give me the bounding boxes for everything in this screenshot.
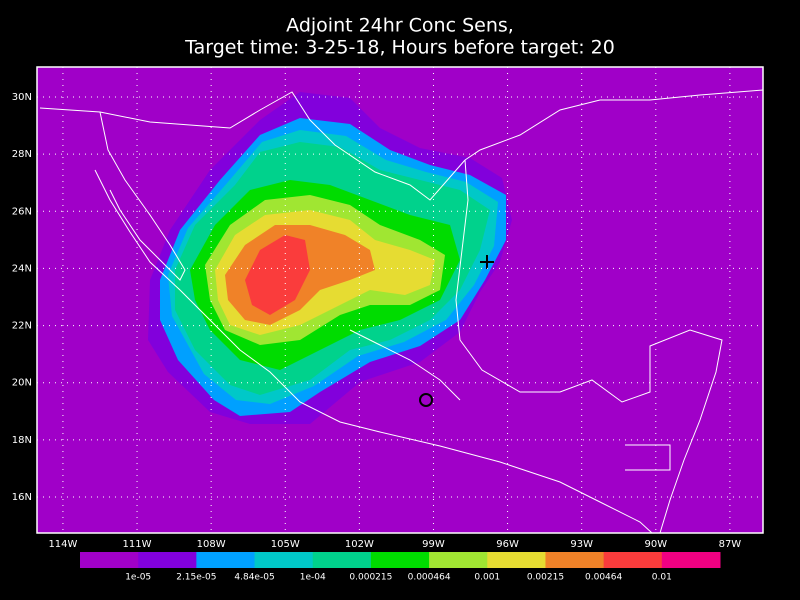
colorbar-box: [545, 552, 605, 568]
y-tick-label: 30N: [12, 92, 32, 103]
colorbar-label: 1e-04: [300, 573, 326, 583]
y-tick-label: 24N: [12, 263, 32, 274]
x-tick-label: 102W: [345, 539, 374, 550]
x-tick-label: 114W: [48, 539, 77, 550]
colorbar-box: [312, 552, 372, 568]
colorbar-box: [196, 552, 256, 568]
colorbar-label: 2.15e-05: [176, 573, 216, 583]
markers: [419, 255, 494, 407]
y-tick-label: 28N: [12, 149, 32, 160]
x-tick-label: 105W: [271, 539, 300, 550]
colorbar-label: 0.000215: [349, 573, 392, 583]
colorbar-box: [254, 552, 314, 568]
colorbar-box: [370, 552, 430, 568]
y-tick-label: 18N: [12, 435, 32, 446]
x-tick-label: 111W: [123, 539, 152, 550]
source-marker: [419, 393, 433, 407]
y-tick-label: 16N: [12, 492, 32, 503]
colorbar-box: [138, 552, 197, 568]
y-tick-label: 20N: [12, 378, 32, 389]
colorbar-label: 0.001: [474, 573, 500, 583]
x-tick-label: 99W: [422, 539, 445, 550]
title-line: Adjoint 24hr Conc Sens,: [286, 15, 514, 37]
title-line: Target time: 3-25-18, Hours before targe…: [184, 37, 615, 59]
y-tick-label: 22N: [12, 321, 32, 332]
coastlines: [39, 89, 764, 534]
colorbar-label: 0.00464: [585, 573, 622, 583]
map-frame: [36, 66, 764, 534]
colorbar-box: [487, 552, 546, 568]
grid: [37, 67, 763, 533]
target-marker: [480, 255, 494, 269]
colorbar-box: [661, 552, 721, 568]
colorbar-box: [429, 552, 488, 568]
colorbar-label: 4.84e-05: [234, 573, 274, 583]
colorbar-label: 0.01: [652, 573, 672, 583]
x-tick-label: 96W: [496, 539, 519, 550]
colorbar-label: 0.000464: [408, 573, 451, 583]
x-tick-label: 90W: [644, 539, 667, 550]
colorbar-box: [603, 552, 663, 568]
y-tick-label: 26N: [12, 206, 32, 217]
colorbar-label: 1e-05: [125, 573, 151, 583]
x-tick-label: 93W: [570, 539, 593, 550]
colorbar-box: [80, 552, 139, 568]
colorbar-label: 0.00215: [527, 573, 564, 583]
x-tick-label: 87W: [719, 539, 742, 550]
x-tick-label: 108W: [197, 539, 226, 550]
